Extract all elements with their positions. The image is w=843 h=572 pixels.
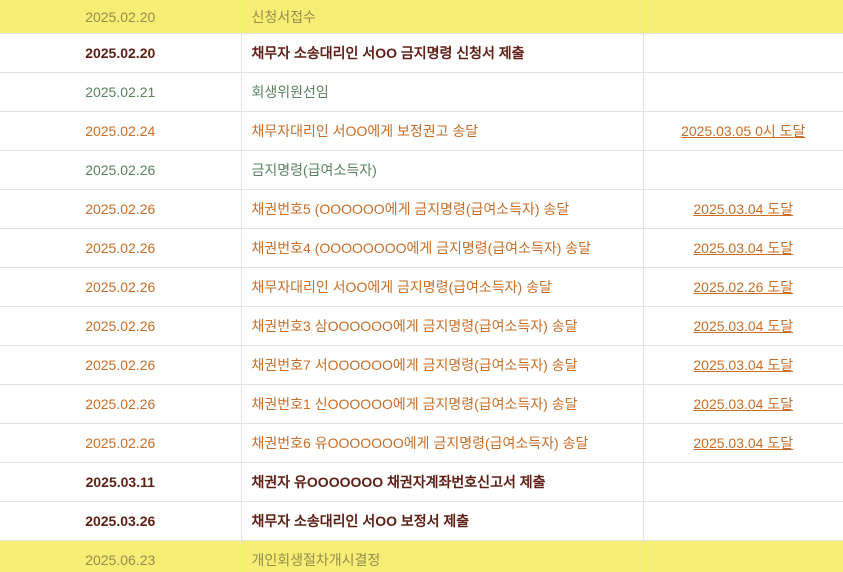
event-date-cell: 2025.02.26 (0, 306, 242, 346)
event-date-cell: 2025.06.23 (0, 540, 242, 572)
event-date-cell: 2025.02.21 (0, 72, 242, 112)
table-row: 2025.02.26 채권번호7 서OOOOOO에게 금지명령(급여소득자) 송… (0, 345, 843, 385)
event-date-cell: 2025.02.26 (0, 150, 242, 190)
event-date-cell: 2025.02.26 (0, 189, 242, 229)
event-description-cell: 회생위원선임 (241, 72, 644, 112)
table-row: 2025.02.26 채권번호3 삼OOOOOO에게 금지명령(급여소득자) 송… (0, 306, 843, 346)
event-description-cell: 채권번호4 (OOOOOOOO에게 금지명령(급여소득자) 송달 (241, 228, 644, 268)
event-date-cell: 2025.02.26 (0, 267, 242, 307)
event-description-cell: 채무자 소송대리인 서OO 금지명령 신청서 제출 (241, 33, 644, 73)
delivery-result-cell (643, 72, 843, 112)
event-description-cell: 채무자대리인 서OO에게 보정권고 송달 (241, 111, 644, 151)
table-row: 2025.02.20 채무자 소송대리인 서OO 금지명령 신청서 제출 (0, 33, 843, 73)
table-row: 2025.02.24 채무자대리인 서OO에게 보정권고 송달 2025.03.… (0, 111, 843, 151)
delivery-result-link[interactable]: 2025.02.26 도달 (693, 279, 794, 295)
delivery-result-cell (643, 501, 843, 541)
delivery-result-cell: 2025.02.26 도달 (643, 267, 843, 307)
event-date-cell: 2025.02.26 (0, 345, 242, 385)
delivery-result-cell: 2025.03.04 도달 (643, 306, 843, 346)
delivery-result-link[interactable]: 2025.03.04 도달 (693, 396, 794, 412)
table-row: 2025.02.20 신청서접수 (0, 0, 843, 34)
delivery-result-link[interactable]: 2025.03.04 도달 (693, 201, 794, 217)
delivery-result-cell: 2025.03.04 도달 (643, 228, 843, 268)
delivery-result-cell: 2025.03.05 0시 도달 (643, 111, 843, 151)
delivery-result-link[interactable]: 2025.03.04 도달 (693, 240, 794, 256)
delivery-result-link[interactable]: 2025.03.05 0시 도달 (681, 123, 806, 139)
event-date-cell: 2025.02.20 (0, 33, 242, 73)
event-date-cell: 2025.02.26 (0, 423, 242, 463)
delivery-result-cell: 2025.03.04 도달 (643, 189, 843, 229)
delivery-result-cell: 2025.03.04 도달 (643, 384, 843, 424)
table-row: 2025.03.26 채무자 소송대리인 서OO 보정서 제출 (0, 501, 843, 541)
event-date-cell: 2025.03.26 (0, 501, 242, 541)
event-description-cell: 개인회생절차개시결정 (241, 540, 644, 572)
delivery-result-link[interactable]: 2025.03.04 도달 (693, 357, 794, 373)
event-description-cell: 채권번호6 유OOOOOOO에게 금지명령(급여소득자) 송달 (241, 423, 644, 463)
event-description-cell: 신청서접수 (241, 0, 644, 34)
delivery-result-link[interactable]: 2025.03.04 도달 (693, 318, 794, 334)
delivery-result-cell (643, 462, 843, 502)
delivery-result-cell (643, 150, 843, 190)
table-row: 2025.06.23 개인회생절차개시결정 (0, 540, 843, 572)
table-row: 2025.02.26 채권번호6 유OOOOOOO에게 금지명령(급여소득자) … (0, 423, 843, 463)
delivery-result-link[interactable]: 2025.03.04 도달 (693, 435, 794, 451)
delivery-result-cell (643, 0, 843, 34)
event-date-cell: 2025.02.26 (0, 384, 242, 424)
table-row: 2025.03.11 채권자 유OOOOOOO 채권자계좌번호신고서 제출 (0, 462, 843, 502)
event-date-cell: 2025.02.20 (0, 0, 242, 34)
delivery-result-cell: 2025.03.04 도달 (643, 423, 843, 463)
delivery-result-cell (643, 33, 843, 73)
event-description-cell: 채무자대리인 서OO에게 금지명령(급여소득자) 송달 (241, 267, 644, 307)
event-description-cell: 채권번호3 삼OOOOOO에게 금지명령(급여소득자) 송달 (241, 306, 644, 346)
event-date-cell: 2025.03.11 (0, 462, 242, 502)
table-row: 2025.02.26 채권번호5 (OOOOOO에게 금지명령(급여소득자) 송… (0, 189, 843, 229)
table-row: 2025.02.21 회생위원선임 (0, 72, 843, 112)
event-description-cell: 채무자 소송대리인 서OO 보정서 제출 (241, 501, 644, 541)
table-row: 2025.02.26 채권번호4 (OOOOOOOO에게 금지명령(급여소득자)… (0, 228, 843, 268)
event-date-cell: 2025.02.24 (0, 111, 242, 151)
delivery-result-cell: 2025.03.04 도달 (643, 345, 843, 385)
event-description-cell: 금지명령(급여소득자) (241, 150, 644, 190)
table-row: 2025.02.26 채무자대리인 서OO에게 금지명령(급여소득자) 송달 2… (0, 267, 843, 307)
table-row: 2025.02.26 채권번호1 신OOOOOO에게 금지명령(급여소득자) 송… (0, 384, 843, 424)
event-description-cell: 채권번호1 신OOOOOO에게 금지명령(급여소득자) 송달 (241, 384, 644, 424)
event-description-cell: 채권번호7 서OOOOOO에게 금지명령(급여소득자) 송달 (241, 345, 644, 385)
event-description-cell: 채권자 유OOOOOOO 채권자계좌번호신고서 제출 (241, 462, 644, 502)
event-description-cell: 채권번호5 (OOOOOO에게 금지명령(급여소득자) 송달 (241, 189, 644, 229)
delivery-result-cell (643, 540, 843, 572)
event-date-cell: 2025.02.26 (0, 228, 242, 268)
table-row: 2025.02.26 금지명령(급여소득자) (0, 150, 843, 190)
